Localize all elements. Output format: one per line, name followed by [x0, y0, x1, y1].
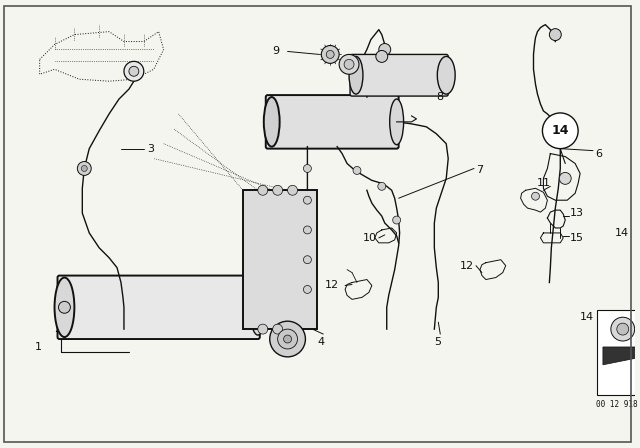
Circle shape: [58, 302, 70, 313]
Circle shape: [273, 185, 283, 195]
Text: 12: 12: [325, 280, 339, 290]
Circle shape: [303, 196, 312, 204]
Circle shape: [321, 46, 339, 63]
FancyBboxPatch shape: [266, 95, 399, 149]
Ellipse shape: [250, 280, 266, 335]
Ellipse shape: [437, 56, 455, 94]
Polygon shape: [603, 347, 640, 365]
Text: 00 12 918: 00 12 918: [596, 400, 637, 409]
Text: 14: 14: [615, 228, 629, 238]
Text: 1: 1: [35, 342, 42, 352]
Circle shape: [287, 185, 298, 195]
Text: 9: 9: [273, 47, 280, 56]
Text: 14: 14: [580, 312, 594, 322]
Ellipse shape: [264, 97, 280, 146]
Text: 10: 10: [363, 233, 377, 243]
Circle shape: [303, 164, 312, 172]
Circle shape: [543, 113, 578, 149]
Circle shape: [129, 66, 139, 76]
Text: 5: 5: [435, 337, 442, 347]
Text: 2: 2: [54, 324, 61, 334]
Circle shape: [77, 162, 92, 176]
Circle shape: [326, 51, 334, 58]
Circle shape: [258, 324, 268, 334]
Circle shape: [124, 61, 144, 81]
Text: 11: 11: [536, 178, 550, 188]
Text: 6: 6: [595, 149, 602, 159]
Circle shape: [617, 323, 628, 335]
Text: 8: 8: [436, 92, 444, 102]
Circle shape: [531, 192, 540, 200]
Circle shape: [344, 60, 354, 69]
Circle shape: [611, 317, 635, 341]
Bar: [597, 310, 640, 395]
Circle shape: [549, 29, 561, 41]
Text: 15: 15: [570, 233, 584, 243]
Circle shape: [81, 165, 87, 172]
Circle shape: [273, 324, 283, 334]
Circle shape: [269, 321, 305, 357]
Ellipse shape: [390, 99, 404, 145]
Text: 7: 7: [476, 165, 483, 176]
Text: 4: 4: [317, 337, 324, 347]
Ellipse shape: [54, 278, 74, 337]
Text: 12: 12: [460, 261, 474, 271]
Circle shape: [303, 285, 312, 293]
Circle shape: [393, 216, 401, 224]
Circle shape: [559, 172, 571, 184]
Bar: [243, 190, 317, 329]
Circle shape: [376, 51, 388, 62]
Circle shape: [303, 226, 312, 234]
Ellipse shape: [349, 56, 363, 94]
Circle shape: [378, 182, 386, 190]
FancyBboxPatch shape: [58, 276, 260, 339]
Circle shape: [379, 43, 390, 56]
Circle shape: [284, 335, 292, 343]
Circle shape: [353, 167, 361, 174]
Text: 3: 3: [147, 144, 154, 154]
Circle shape: [278, 329, 298, 349]
Circle shape: [339, 54, 359, 74]
Circle shape: [258, 185, 268, 195]
Text: 13: 13: [570, 208, 584, 218]
Text: 14: 14: [552, 124, 569, 137]
Circle shape: [303, 256, 312, 264]
FancyBboxPatch shape: [350, 54, 448, 96]
